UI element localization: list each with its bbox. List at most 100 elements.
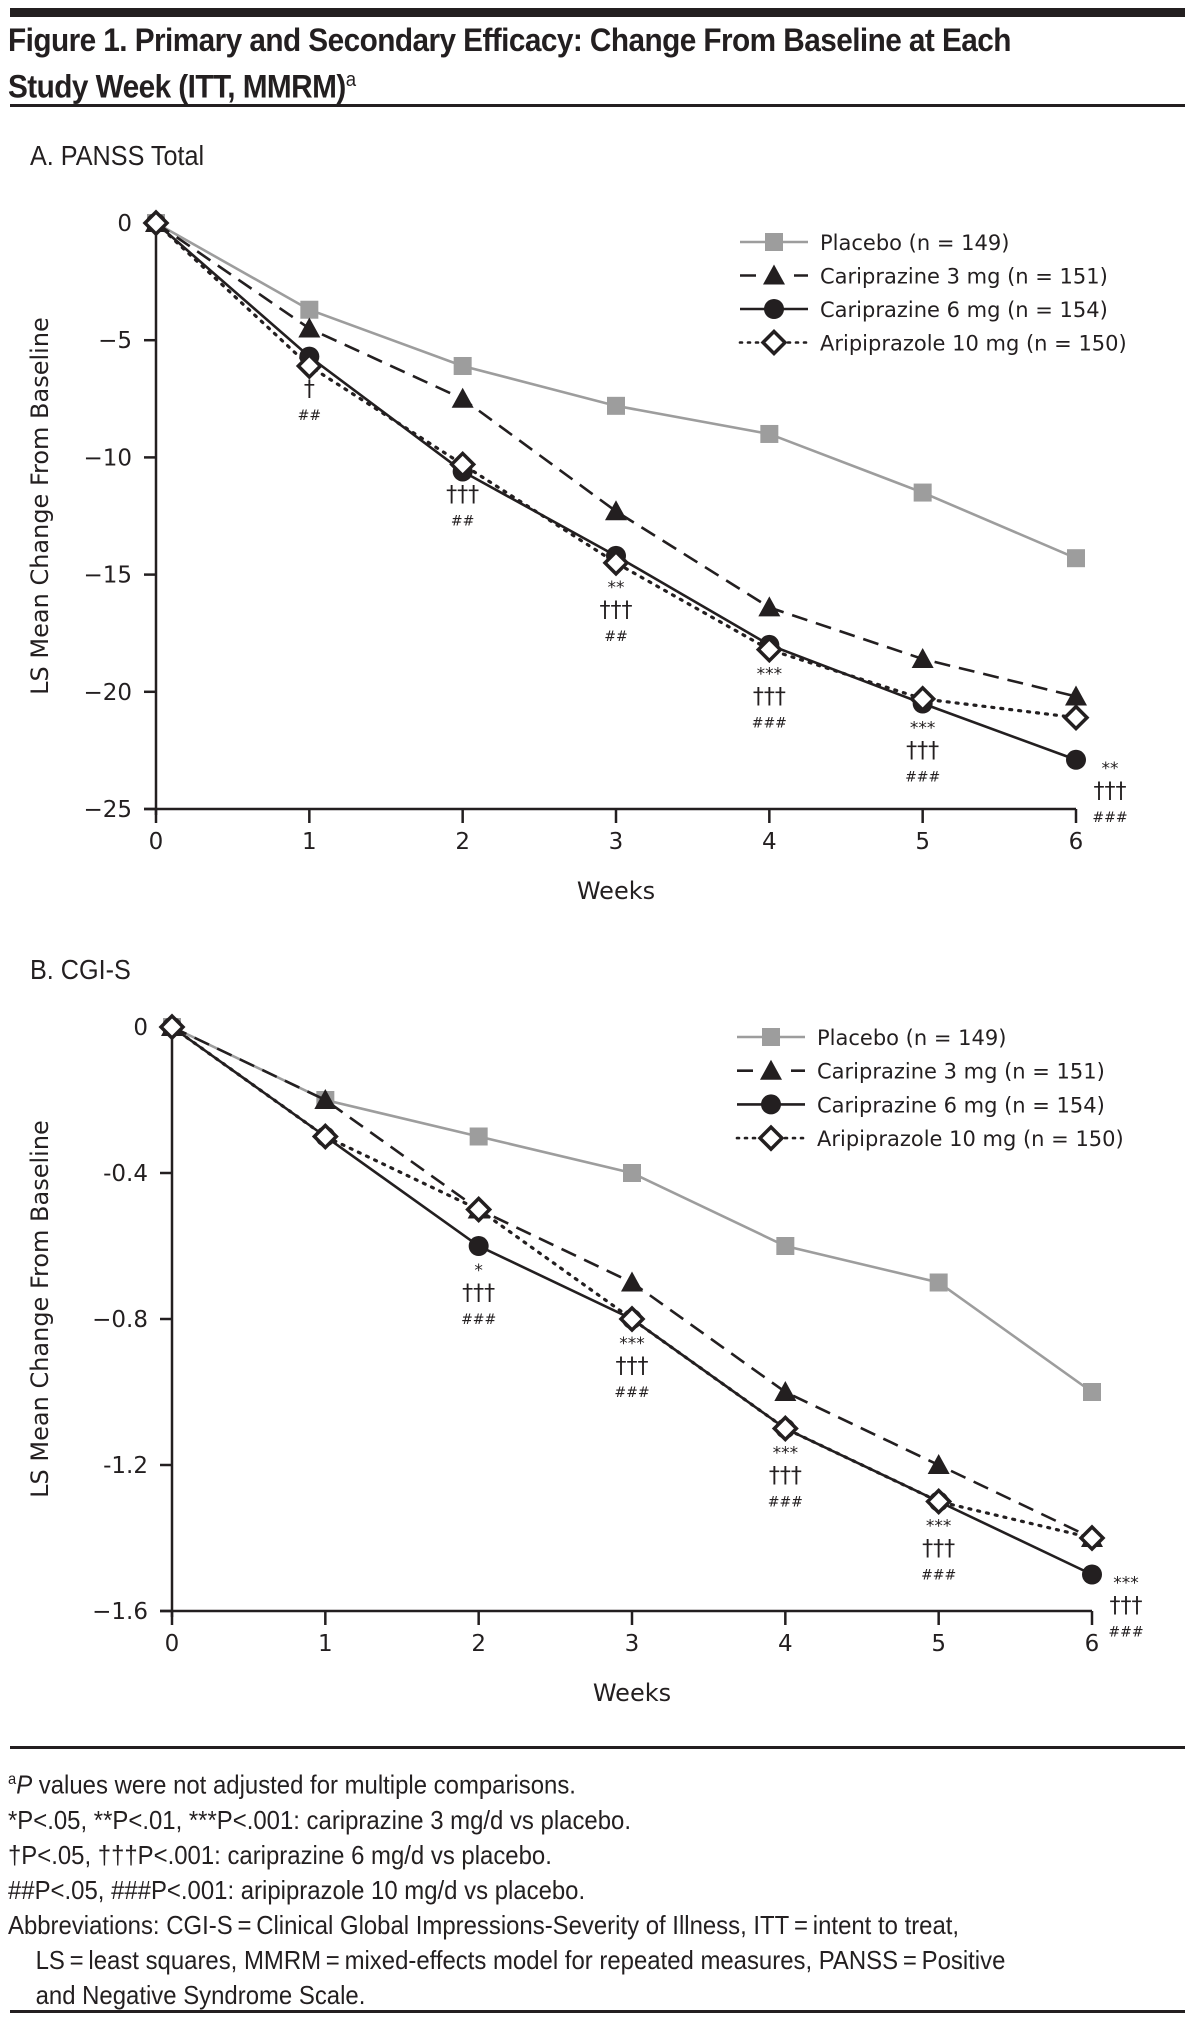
panel-a-x-tick-label: 4 (762, 829, 777, 855)
panel-b-point-aripiprazole-10-mg (771, 1415, 799, 1442)
panel-a-point-aripiprazole-10-mg (295, 352, 323, 380)
panel-b-significance-annotation: *** (926, 1517, 952, 1537)
panel-b-significance-annotation: ### (921, 1568, 956, 1584)
panel-b-significance-annotation: ### (461, 1312, 496, 1328)
panel-a-point-aripiprazole-10-mg (602, 549, 630, 577)
panel-a-point-cariprazine-3-mg (298, 317, 321, 338)
panel-b-legend-label-cariprazine-3-mg: Cariprazine 3 mg (n = 151) (817, 1060, 1105, 1084)
panel-a-point-placebo (913, 483, 932, 502)
panel-b-significance-annotation: ††† (1110, 1594, 1143, 1619)
panel-a-point-cariprazine-3-mg (451, 387, 474, 408)
panel-b-point-aripiprazole-10-mg (311, 1123, 339, 1150)
panel-b-legend-marker-cariprazine-3-mg (760, 1059, 782, 1080)
panel-b-point-cariprazine-3-mg (621, 1271, 643, 1292)
panel-a-significance-annotation: *** (910, 719, 936, 739)
footnote-top-rule (10, 1746, 1185, 1749)
panel-b-x-tick-label: 2 (471, 1631, 486, 1657)
panel-a-significance-annotation: ††† (1094, 779, 1127, 804)
panel-b-significance-annotation: ††† (769, 1464, 802, 1489)
panel-a-x-tick-label: 0 (149, 829, 164, 855)
panel-a-y-axis-label: LS Mean Change From Baseline (26, 317, 54, 695)
panel-b-point-aripiprazole-10-mg (465, 1196, 493, 1223)
panel-a-significance-annotation: ** (1102, 759, 1119, 779)
panel-a-legend-marker-placebo (765, 233, 783, 251)
panel-b-y-tick-label: 0 (133, 1015, 148, 1041)
panel-b-y-tick-label: −0.8 (92, 1307, 148, 1333)
panel-b-point-cariprazine-3-mg (927, 1454, 950, 1474)
panel-a-x-tick-label: 5 (915, 829, 930, 855)
panel-b-point-placebo (1083, 1383, 1101, 1401)
panel-a-x-tick-label: 6 (1069, 829, 1084, 855)
panel-b-significance-annotation: ††† (922, 1537, 955, 1562)
panel-b-point-placebo (623, 1164, 641, 1182)
panel-a-y-tick-label: −15 (83, 563, 132, 589)
panel-a-title: A. PANSS Total (30, 140, 205, 171)
panel-a-significance-annotation: ††† (446, 482, 479, 507)
footnote-star-legend: *P<.05, **P<.01, ***P<.001: cariprazine … (8, 1804, 631, 1835)
panel-a-legend-label-aripiprazole-10-mg: Aripiprazole 10 mg (n = 150) (820, 332, 1127, 356)
panel-a-point-placebo (1067, 549, 1085, 568)
panel-a-significance-annotation: ††† (600, 598, 633, 623)
panel-a-point-aripiprazole-10-mg (449, 450, 477, 478)
panel-a-point-placebo (760, 424, 779, 443)
panel-a-point-cariprazine-3-mg (758, 596, 781, 617)
panel-b-significance-annotation: ### (768, 1495, 803, 1511)
footnote-abbreviations-1: Abbreviations: CGI-S = Clinical Global I… (8, 1909, 960, 1940)
panel-a-point-cariprazine-6-mg (1066, 749, 1086, 770)
panel-b-y-axis-label: LS Mean Change From Baseline (26, 1120, 54, 1498)
panel-b-legend-marker-aripiprazole-10-mg (757, 1124, 785, 1152)
panel-a-significance-annotation: † (304, 377, 315, 402)
panel-b-title: B. CGI-S (30, 954, 131, 985)
panel-b-legend: Placebo (n = 149) Cariprazine 3 mg (n = 1… (735, 1026, 1124, 1152)
panel-b-significance-annotation: *** (1113, 1574, 1139, 1594)
panel-a-y-tick-label: −20 (83, 680, 132, 706)
panel-a-x-tick-label: 3 (609, 829, 624, 855)
panel-a-point-cariprazine-3-mg (911, 647, 934, 668)
figure-title-line-2: Study Week (ITT, MMRM)a (8, 60, 1105, 107)
panel-a-significance-annotation: ## (451, 513, 474, 529)
panel-a-significance-annotation: *** (757, 665, 783, 685)
panel-a-significance-annotation: ††† (906, 739, 939, 764)
panel-b-significance-annotation: ††† (616, 1354, 649, 1379)
panel-a-significance-annotation: ** (608, 578, 625, 598)
panel-a-point-aripiprazole-10-mg (142, 209, 170, 237)
figure-title-footnote-marker: a (345, 69, 356, 91)
panel-a-legend-label-placebo: Placebo (n = 149) (820, 231, 1009, 255)
panel-b-legend-marker-cariprazine-6-mg (761, 1094, 781, 1115)
figure-title-line-2-text: Study Week (ITT, MMRM) (8, 68, 346, 105)
panel-b-point-cariprazine-3-mg (314, 1089, 337, 1109)
panel-a-x-tick-label: 2 (455, 829, 470, 855)
panel-a-legend-label-cariprazine-3-mg: Cariprazine 3 mg (n = 151) (820, 265, 1108, 289)
panel-a-series-cariprazine-3-mg (145, 212, 1087, 706)
panel-a-y-tick-label: −25 (83, 797, 132, 823)
panel-a-y-tick-label: 0 (117, 211, 132, 237)
panel-a-y-tick-label: −10 (83, 445, 132, 471)
panel-b-point-cariprazine-6-mg (468, 1236, 489, 1256)
footnote-a: aP values were not adjusted for multiple… (8, 1762, 1094, 1803)
panel-a-point-cariprazine-3-mg (605, 500, 627, 521)
figure-title-line-1: Figure 1. Primary and Secondary Efficacy… (8, 22, 1011, 58)
panel-a-significance-annotation: ### (1092, 810, 1127, 826)
panel-b-significance-annotation: ††† (462, 1281, 495, 1306)
panel-a-x-axis-label: Weeks (577, 877, 655, 905)
footnote-hash-legend: ##P<.05, ###P<.001: aripiprazole 10 mg/d… (8, 1874, 586, 1905)
panel-b-x-tick-label: 5 (931, 1631, 946, 1657)
panel-b-y-tick-label: −1.6 (92, 1599, 148, 1625)
panel-b-x-tick-label: 4 (778, 1631, 793, 1657)
panel-a-point-placebo (453, 356, 472, 375)
panel-b-point-placebo (776, 1237, 795, 1255)
panel-a-significance-annotation: ††† (753, 685, 786, 710)
panel-b-point-cariprazine-6-mg (1082, 1564, 1102, 1585)
footnote-a-marker: a (8, 1771, 17, 1788)
footnote-abbreviations-3: and Negative Syndrome Scale. (35, 1979, 366, 2010)
title-rule (10, 104, 1185, 107)
panel-b-significance-annotation: *** (773, 1444, 799, 1464)
panel-a-y-tick-label: −5 (98, 328, 132, 354)
panel-b-legend-marker-placebo (762, 1028, 780, 1046)
panel-a-point-aripiprazole-10-mg (755, 636, 783, 664)
panel-b-x-axis-label: Weeks (593, 1679, 671, 1707)
panel-a-point-placebo (607, 396, 625, 415)
panel-a-legend-marker-aripiprazole-10-mg (760, 329, 788, 356)
